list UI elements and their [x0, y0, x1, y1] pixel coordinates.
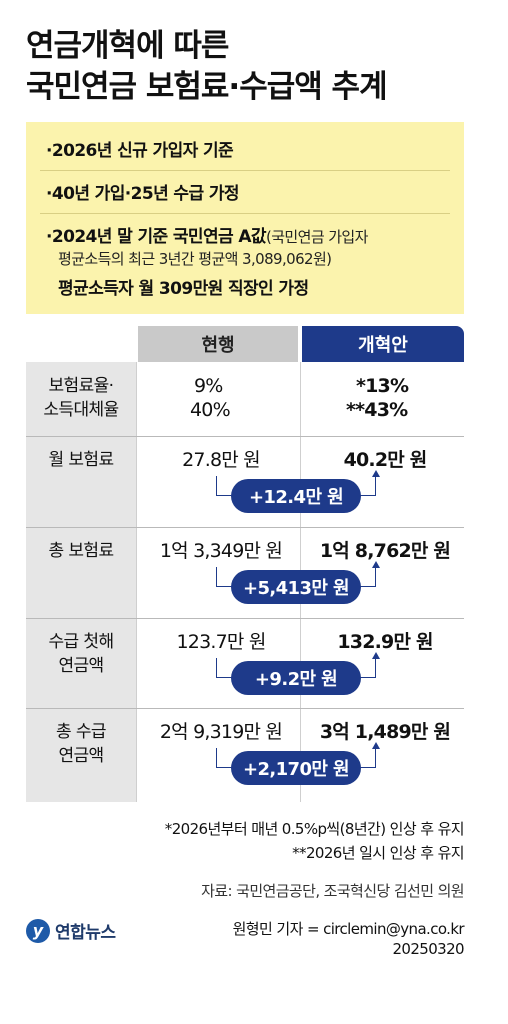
row-label: 총 보험료: [48, 541, 115, 561]
row-label: 보험료율·: [48, 376, 115, 396]
note-divider: [40, 170, 450, 171]
up-arrow-icon: [372, 652, 380, 659]
cell-reform-value: 132.9만 원: [337, 631, 433, 653]
cell-current-value: 123.7만 원: [176, 631, 267, 653]
cell-current-replacement: 40%: [190, 399, 231, 421]
logo-mark-icon: y: [26, 918, 50, 943]
footnote-2: **2026년 일시 인상 후 유지: [292, 844, 464, 862]
row-label: 월 보험료: [48, 450, 115, 470]
row-label: 연금액: [58, 746, 104, 766]
up-arrow-icon: [372, 470, 380, 477]
difference-pill: +5,413만 원: [231, 570, 361, 604]
cell-reform-value: 1억 8,762만 원: [319, 540, 451, 562]
cell-reform-replacement: **43%: [346, 399, 408, 421]
title-line-1: 연금개혁에 따른: [26, 28, 229, 64]
difference-pill: +12.4만 원: [231, 479, 361, 513]
cell-current-value: 27.8만 원: [182, 449, 261, 471]
note-divider: [40, 213, 450, 214]
assumption-box: ·2026년 신규 가입자 기준 ·40년 가입·25년 수급 가정 ·2024…: [26, 122, 464, 314]
chart-title: 연금개혁에 따른 국민연금 보험료·수급액 추계: [26, 26, 388, 108]
difference-pill: +9.2만 원: [231, 661, 361, 695]
cell-current-value: 2억 9,319만 원: [159, 721, 283, 743]
up-arrow-icon: [372, 742, 380, 749]
yonhap-logo: y 연합뉴스: [26, 918, 116, 943]
footnote-1: *2026년부터 매년 0.5%p씩(8년간) 인상 후 유지: [164, 820, 465, 838]
column-divider: [136, 362, 137, 802]
logo-text: 연합뉴스: [55, 923, 116, 943]
title-line-2: 국민연금 보험료·수급액 추계: [26, 69, 388, 105]
cell-reform-value: 40.2만 원: [343, 449, 428, 471]
row-label: 수급 첫해: [48, 632, 115, 652]
note-3-bold-2: 평균소득자 월 309만원 직장인 가정: [58, 279, 309, 299]
cell-current-rate: 9%: [194, 375, 223, 397]
source: 자료: 국민연금공단, 조국혁신당 김선민 의원: [201, 882, 465, 900]
column-header-current: 현행: [138, 326, 298, 362]
up-arrow-icon: [372, 561, 380, 568]
date: 20250320: [392, 940, 464, 958]
row-divider: [26, 618, 464, 619]
row-divider: [26, 436, 464, 437]
row-divider: [26, 708, 464, 709]
row-label: 연금액: [58, 656, 104, 676]
note-3: ·2024년 말 기준 국민연금 A값(국민연금 가입자: [46, 222, 368, 247]
row-label: 소득대체율: [43, 400, 119, 420]
comparison-table: 보험료율· 소득대체율 9% 40% *13% **43% 월 보험료 27.8만 원 40.2…: [26, 362, 464, 802]
cell-reform-value: 3억 1,489만 원: [319, 721, 451, 743]
note-3-sub-2: 평균소득의 최근 3년간 평균액 3,089,062원): [58, 250, 332, 268]
column-header-reform: 개혁안: [302, 326, 464, 362]
label-column: [26, 362, 136, 802]
note-3-sub: (국민연금 가입자: [265, 228, 368, 246]
row-divider: [26, 527, 464, 528]
note-1: ·2026년 신규 가입자 기준: [46, 141, 234, 161]
note-2: ·40년 가입·25년 수급 가정: [46, 184, 240, 204]
note-3-bold: ·2024년 말 기준 국민연금 A값: [46, 227, 267, 247]
credit: 원형민 기자 = circlemin@yna.co.kr: [232, 920, 465, 938]
cell-reform-rate: *13%: [356, 375, 409, 397]
difference-pill: +2,170만 원: [231, 751, 361, 785]
row-label: 총 수급: [56, 722, 107, 742]
cell-current-value: 1억 3,349만 원: [159, 540, 283, 562]
